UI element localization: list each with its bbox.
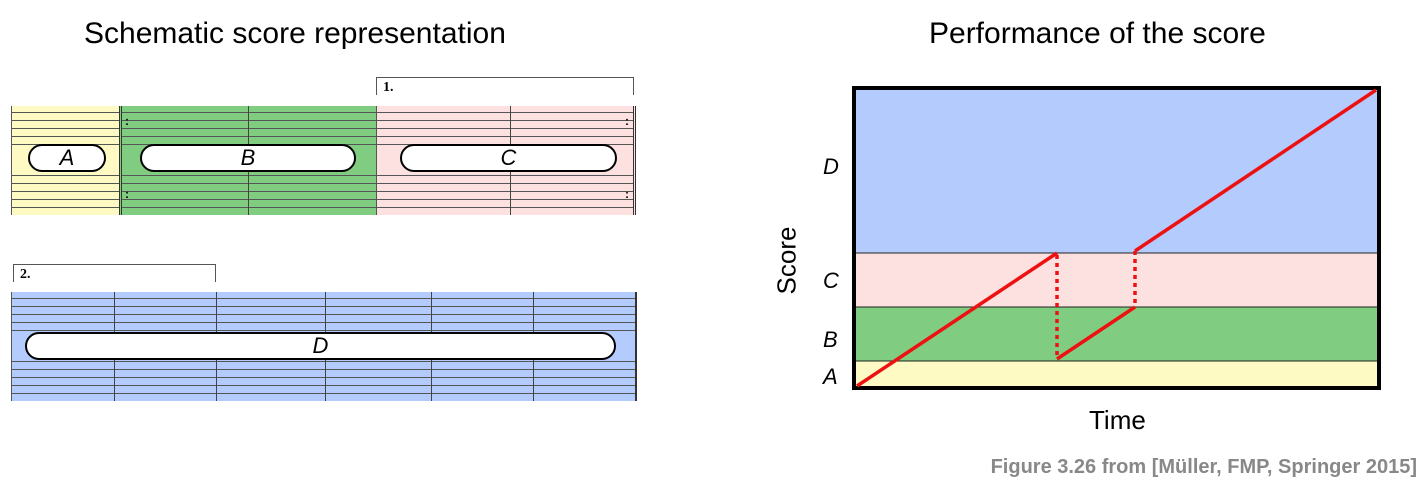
band-c [854, 253, 1379, 307]
y-tick-a: A [823, 364, 838, 389]
right-title: Performance of the score [929, 17, 1266, 50]
performance-path-1 [856, 251, 1058, 388]
left-title: Schematic score representation [84, 17, 506, 50]
band-a [854, 361, 1379, 388]
section-a-pill: A [28, 144, 106, 172]
plot-frame [852, 86, 1381, 390]
volta-2-label: 2. [20, 267, 31, 282]
performance-path-3 [1134, 88, 1377, 253]
band-b [854, 307, 1379, 361]
y-tick-d: D [823, 154, 839, 179]
section-c-pill: C [400, 144, 617, 172]
y-tick-b: B [823, 327, 838, 352]
repeat-dots-end: : [625, 114, 629, 128]
band-d [854, 88, 1379, 253]
repeat-dots-start: : [125, 187, 129, 201]
volta-1-bracket: 1. [376, 77, 634, 95]
y-axis-label: Score [771, 226, 802, 295]
performance-path-2 [1056, 305, 1136, 361]
repeat-dots-end: : [625, 187, 629, 201]
volta-1-label: 1. [383, 80, 394, 95]
volta-2-bracket: 2. [13, 264, 216, 282]
repeat-dots-start: : [125, 114, 129, 128]
figure-caption: Figure 3.26 from [Müller, FMP, Springer … [990, 456, 1417, 478]
section-d-pill: D [25, 332, 616, 360]
y-tick-c: C [823, 268, 839, 293]
section-b-pill: B [140, 144, 356, 172]
x-axis-label: Time [1089, 405, 1146, 435]
